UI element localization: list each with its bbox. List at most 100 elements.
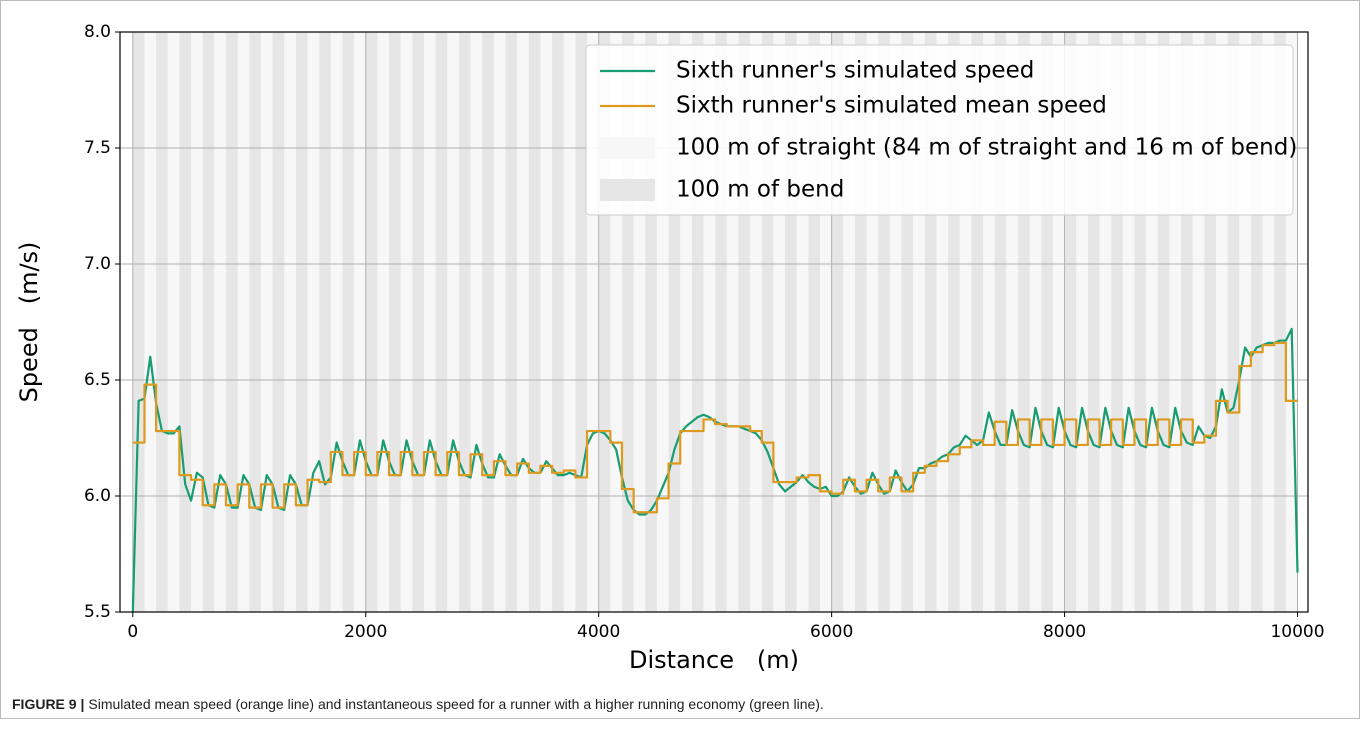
y-axis-label: Speed (m/s) [15, 242, 43, 403]
band [447, 32, 459, 612]
caption: FIGURE 9 | Simulated mean speed (orange l… [12, 696, 824, 712]
band [1111, 32, 1123, 612]
band [1274, 32, 1286, 612]
band [1204, 32, 1216, 612]
legend-label: 100 m of bend [676, 177, 844, 203]
legend: Sixth runner's simulated speed Sixth runn… [585, 44, 1297, 216]
band [214, 32, 226, 612]
caption-label: FIGURE 9 | [12, 696, 84, 712]
x-tick-label: 10000 [1270, 622, 1324, 642]
lines [131, 327, 1299, 612]
band [1215, 32, 1228, 612]
series-line [132, 341, 1298, 514]
band [493, 32, 506, 612]
band [1262, 32, 1275, 612]
band [1239, 32, 1251, 612]
band [319, 32, 331, 612]
band [458, 32, 471, 612]
band [1157, 32, 1170, 612]
legend-label: Sixth runner's simulated speed [676, 58, 1034, 84]
band [202, 32, 215, 612]
band [191, 32, 203, 612]
y-tick-label: 8.0 [84, 22, 111, 42]
band [132, 32, 145, 612]
y-tick-label: 6.0 [84, 486, 111, 506]
band [1006, 32, 1018, 612]
band [715, 32, 727, 612]
y-tick-label: 7.0 [84, 254, 111, 274]
band [703, 32, 716, 612]
band [1029, 32, 1042, 612]
legend-label: Sixth runner's simulated mean speed [676, 93, 1107, 119]
band [1227, 32, 1240, 612]
legend-swatch [600, 137, 655, 159]
band [1099, 32, 1112, 612]
band [948, 32, 960, 612]
legend-swatch [600, 179, 655, 201]
band [412, 32, 424, 612]
band [1192, 32, 1205, 612]
band [156, 32, 168, 612]
band [587, 32, 599, 612]
band [1250, 32, 1263, 612]
band [249, 32, 261, 612]
band [633, 32, 646, 612]
y-tick-label: 5.5 [84, 602, 111, 622]
band [225, 32, 238, 612]
band [377, 32, 390, 612]
band [167, 32, 180, 612]
band [1181, 32, 1193, 612]
band [528, 32, 541, 612]
band [691, 32, 704, 612]
band [1122, 32, 1135, 612]
band [482, 32, 494, 612]
band [540, 32, 553, 612]
band [831, 32, 844, 612]
band [959, 32, 972, 612]
band [284, 32, 296, 612]
x-tick-label: 0 [127, 622, 138, 642]
band [610, 32, 622, 612]
band [983, 32, 995, 612]
band [295, 32, 308, 612]
band [889, 32, 902, 612]
band [237, 32, 250, 612]
band [808, 32, 820, 612]
band [994, 32, 1007, 612]
band [819, 32, 832, 612]
y-tick-label: 6.5 [84, 370, 111, 390]
band [272, 32, 285, 612]
band [866, 32, 879, 612]
band [854, 32, 867, 612]
band [621, 32, 634, 612]
band [924, 32, 937, 612]
band [354, 32, 366, 612]
ticks: 0 2000 4000 6000 8000 10000 5.5 6.0 6.5 7.0 7.5 8.0 [84, 22, 1325, 642]
band [1041, 32, 1053, 612]
band [517, 32, 529, 612]
band [668, 32, 681, 612]
bands [132, 32, 1298, 612]
band [598, 32, 611, 612]
band [1134, 32, 1147, 612]
band [750, 32, 762, 612]
band [773, 32, 786, 612]
band [936, 32, 949, 612]
band [1146, 32, 1158, 612]
band [645, 32, 657, 612]
y-tick-label: 7.5 [84, 138, 111, 158]
band [575, 32, 588, 612]
band [1052, 32, 1065, 612]
band [738, 32, 751, 612]
x-tick-label: 4000 [577, 622, 620, 642]
band [1076, 32, 1088, 612]
band [726, 32, 739, 612]
band [144, 32, 157, 612]
caption-text: Simulated mean speed (orange line) and i… [88, 696, 823, 712]
band [843, 32, 855, 612]
band [400, 32, 413, 612]
band [878, 32, 890, 612]
band [796, 32, 809, 612]
x-axis-label: Distance (m) [629, 646, 799, 674]
